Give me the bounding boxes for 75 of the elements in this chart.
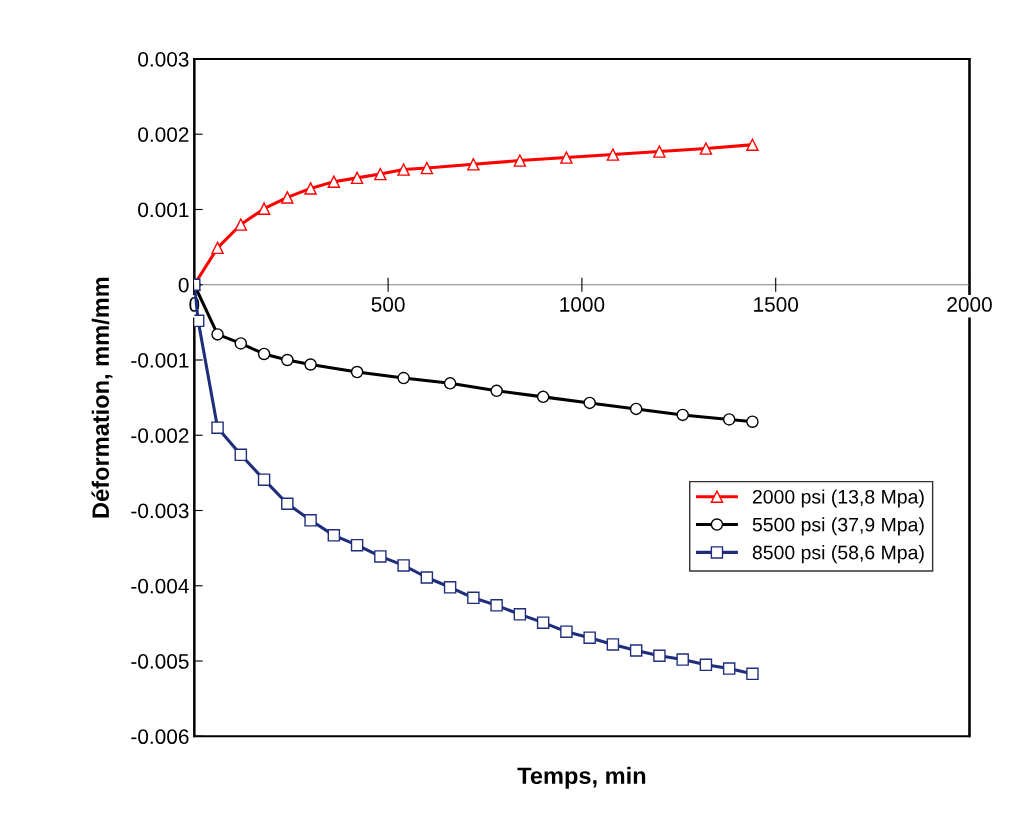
point bbox=[327, 529, 341, 542]
point bbox=[281, 353, 294, 367]
point bbox=[397, 371, 410, 385]
y-tick-label: -0.002 bbox=[131, 428, 189, 444]
point bbox=[257, 202, 271, 215]
point bbox=[583, 396, 596, 410]
point bbox=[699, 142, 713, 155]
point bbox=[420, 161, 434, 175]
point bbox=[513, 154, 527, 167]
point bbox=[304, 358, 317, 371]
point bbox=[583, 631, 596, 644]
y-tick-label: -0.005 bbox=[131, 654, 189, 669]
point bbox=[443, 377, 457, 390]
point bbox=[304, 182, 317, 195]
point bbox=[467, 158, 480, 171]
point bbox=[676, 408, 689, 422]
y-tick-label: 0 bbox=[178, 277, 189, 293]
point bbox=[443, 581, 457, 594]
y-tick-label: 0.002 bbox=[138, 127, 189, 142]
x-tick-label: 2000 bbox=[947, 297, 992, 312]
point bbox=[560, 151, 573, 164]
point bbox=[606, 638, 620, 651]
point bbox=[350, 538, 364, 552]
point bbox=[653, 649, 666, 663]
point bbox=[211, 421, 224, 434]
point bbox=[281, 191, 294, 204]
point bbox=[211, 241, 224, 255]
point bbox=[722, 662, 736, 675]
point bbox=[374, 550, 387, 563]
point bbox=[327, 175, 341, 188]
point bbox=[606, 148, 620, 161]
y-tick-label: 0.001 bbox=[138, 202, 189, 218]
x-tick-label: 500 bbox=[371, 297, 405, 312]
point bbox=[467, 591, 480, 605]
x-tick-label: 1500 bbox=[754, 297, 799, 312]
point bbox=[676, 653, 689, 666]
point bbox=[490, 599, 503, 612]
point bbox=[350, 171, 364, 185]
point bbox=[281, 497, 294, 510]
point bbox=[257, 473, 271, 486]
point bbox=[234, 218, 248, 231]
point bbox=[746, 415, 759, 428]
y-axis-title: Déformation, mm/mm bbox=[91, 277, 113, 518]
point bbox=[420, 571, 434, 584]
point bbox=[234, 337, 248, 350]
point bbox=[746, 138, 759, 152]
legend-label: 5500 psi (37,9 Mpa) bbox=[752, 517, 924, 536]
point bbox=[629, 644, 643, 657]
y-tick-label: -0.003 bbox=[131, 503, 189, 519]
point bbox=[234, 448, 248, 462]
point bbox=[653, 145, 666, 158]
point bbox=[397, 163, 410, 176]
point bbox=[304, 514, 317, 527]
point bbox=[374, 167, 387, 181]
point bbox=[746, 667, 759, 681]
y-tick-label: -0.004 bbox=[131, 578, 189, 594]
y-tick-label: -0.006 bbox=[131, 729, 189, 745]
point bbox=[490, 384, 503, 398]
point bbox=[513, 608, 527, 621]
point bbox=[629, 402, 643, 416]
point bbox=[536, 616, 550, 629]
point bbox=[350, 365, 364, 379]
x-axis-title: Temps, min bbox=[517, 766, 646, 789]
legend-label: 2000 psi (13,8 Mpa) bbox=[752, 489, 924, 508]
legend-label: 8500 psi (58,6 Mpa) bbox=[752, 545, 924, 564]
point bbox=[560, 625, 573, 638]
point bbox=[211, 328, 224, 341]
point bbox=[699, 658, 713, 672]
point bbox=[536, 390, 550, 404]
y-tick-label: -0.001 bbox=[131, 353, 189, 368]
point bbox=[722, 413, 736, 426]
point bbox=[257, 347, 271, 361]
point bbox=[397, 559, 410, 572]
y-tick-label: 0.003 bbox=[138, 51, 189, 67]
x-tick-label: 1000 bbox=[560, 297, 605, 312]
